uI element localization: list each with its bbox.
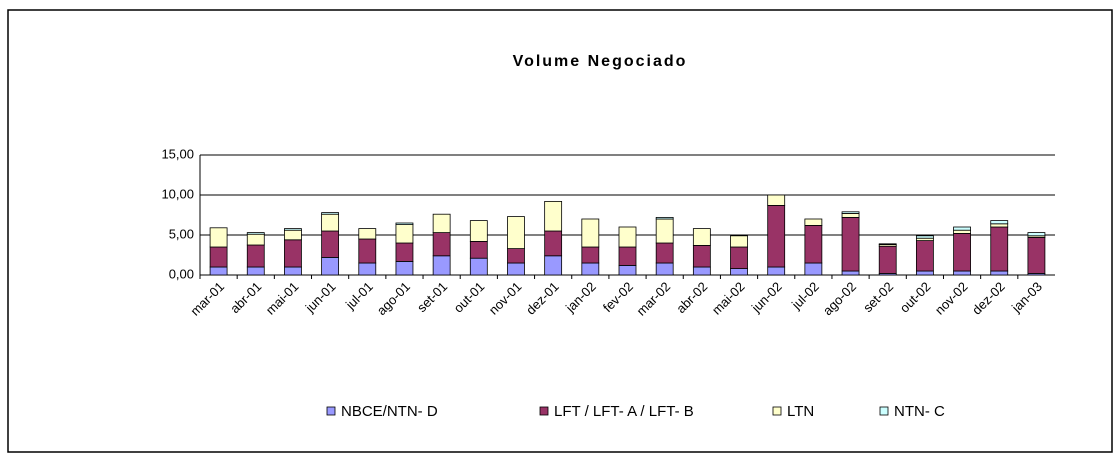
bar-segment — [209, 246, 228, 268]
bar-segment — [804, 218, 823, 226]
bar-segment — [953, 226, 971, 231]
bar-segment — [544, 200, 563, 232]
bar-segment — [581, 262, 600, 276]
bar-segment — [395, 260, 414, 276]
bar-segment — [878, 245, 897, 274]
bar-segment — [284, 239, 302, 268]
bar-segment — [804, 262, 823, 276]
bar-segment — [284, 228, 302, 231]
y-tick-label: 5,00 — [169, 226, 194, 241]
bar-segment — [246, 232, 265, 235]
y-tick-label: 0,00 — [169, 266, 194, 281]
bar-segment — [655, 262, 674, 276]
bar-segment — [767, 266, 786, 276]
bar-segment — [1027, 232, 1046, 237]
bar-segment — [915, 270, 934, 276]
bar-segment — [655, 242, 674, 264]
legend-label: NTN- C — [894, 403, 945, 420]
bar-segment — [730, 246, 748, 270]
bar-segment — [395, 222, 414, 225]
bar-segment — [618, 246, 637, 266]
bar-segment — [507, 262, 525, 276]
bar-segment — [841, 211, 860, 214]
bar-segment — [655, 218, 674, 244]
legend-swatch — [326, 406, 336, 416]
bar-segment — [469, 240, 488, 259]
bar-segment — [432, 213, 451, 233]
bar-segment — [990, 226, 1009, 272]
bar-segment — [395, 224, 414, 244]
legend-label: NBCE/NTN- D — [341, 403, 438, 420]
bar-segment — [469, 220, 488, 242]
bar-segment — [246, 244, 265, 268]
bar-segment — [507, 216, 525, 250]
bar-segment — [321, 256, 340, 276]
bar-segment — [246, 266, 265, 276]
bar-segment — [358, 228, 377, 240]
bar-segment — [321, 213, 340, 232]
bar-segment — [284, 266, 302, 276]
bar-segment — [321, 212, 340, 215]
bar-segment — [321, 230, 340, 258]
bar-segment — [581, 246, 600, 264]
bar-segment — [841, 270, 860, 276]
bar-segment — [915, 235, 934, 239]
bar-segment — [432, 232, 451, 257]
bar-segment — [544, 255, 563, 276]
bar-segment — [990, 220, 1009, 225]
bar-segment — [618, 226, 637, 248]
bar-segment — [507, 248, 525, 264]
bar-segment — [544, 230, 563, 257]
y-tick-label: 15,00 — [161, 146, 194, 161]
bar-segment — [692, 266, 711, 276]
bar-segment — [209, 227, 228, 248]
bar-segment — [358, 238, 377, 264]
bar-segment — [841, 212, 860, 218]
chart-title: Volume Negociado — [513, 53, 688, 70]
y-tick-label: 10,00 — [161, 186, 194, 201]
bar-segment — [990, 270, 1009, 276]
bar-segment — [209, 266, 228, 276]
bar-segment — [953, 229, 971, 234]
bar-segment — [395, 242, 414, 262]
bar-segment — [767, 204, 786, 268]
bar-segment — [841, 216, 860, 272]
bar-segment — [469, 257, 488, 276]
bar-segment — [767, 194, 786, 206]
bar-segment — [953, 270, 971, 276]
legend-label: LTN — [787, 403, 814, 420]
bar-segment — [878, 243, 897, 246]
legend-swatch — [539, 406, 549, 416]
bar-segment — [990, 223, 1009, 228]
legend-swatch — [772, 406, 782, 416]
bar-segment — [915, 240, 934, 272]
bar-segment — [358, 262, 377, 276]
bar-segment — [953, 232, 971, 272]
bar-segment — [432, 255, 451, 276]
bar-segment — [618, 264, 637, 276]
bar-segment — [730, 235, 748, 248]
bar-segment — [284, 229, 302, 241]
bar-segment — [655, 216, 674, 220]
bar-segment — [1027, 236, 1046, 274]
bar-segment — [581, 218, 600, 248]
bar-segment — [804, 224, 823, 264]
bar-segment — [730, 268, 748, 276]
legend-swatch — [879, 406, 889, 416]
bar-segment — [246, 233, 265, 246]
legend-label: LFT / LFT- A / LFT- B — [554, 403, 694, 420]
bar-segment — [692, 244, 711, 268]
bar-segment — [692, 228, 711, 246]
